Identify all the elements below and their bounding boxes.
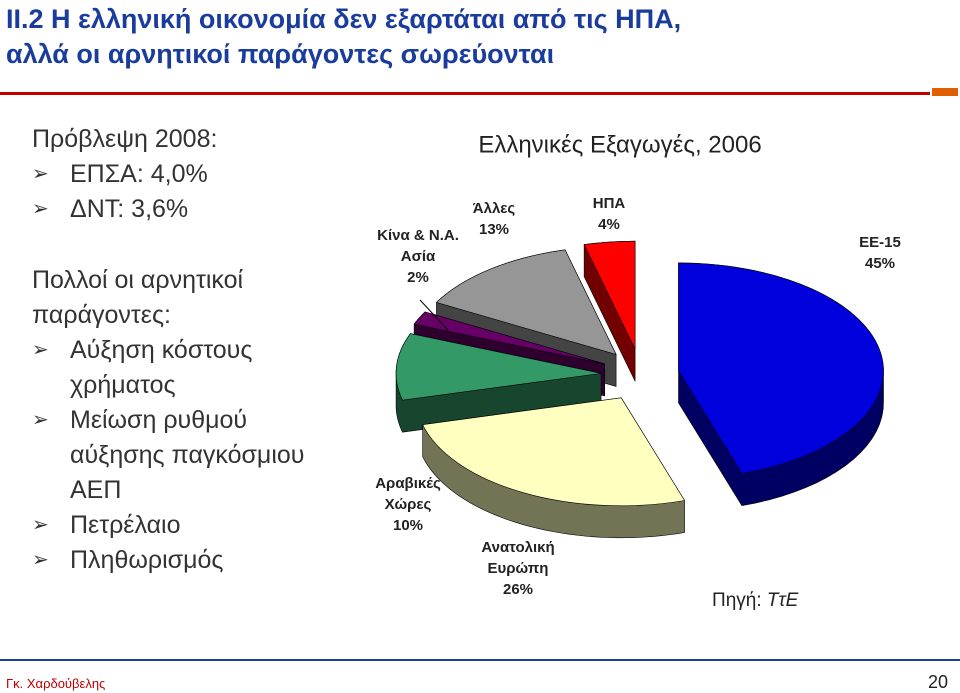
leader-line [419, 299, 449, 331]
pie-slice [435, 249, 617, 355]
slice-label: Αραβικές Χώρες 10% [375, 475, 441, 534]
source-name: ΤτΕ [766, 590, 799, 611]
rule-accent [932, 88, 958, 96]
page-number: 20 [928, 672, 949, 692]
slice-label: ΗΠΑ 4% [593, 195, 626, 233]
pie-slice [583, 240, 636, 350]
slide-title: II.2 Η ελληνική οικονομία δεν εξαρτάται … [6, 4, 682, 69]
slice-label: Ανατολική Ευρώπη 26% [481, 539, 554, 598]
pie-slice [678, 262, 884, 474]
bullet: Πετρέλαιο [32, 508, 181, 543]
footer-rule [0, 659, 960, 661]
pie-slice [422, 397, 686, 507]
pie-slice [413, 311, 605, 365]
title-rule [0, 92, 930, 95]
forecast-heading: Πρόβλεψη 2008: [32, 125, 218, 153]
chart-title: Ελληνικές Εξαγωγές, 2006 [478, 131, 761, 158]
bullet: Πληθωρισμός [32, 543, 224, 578]
source: Πηγή: ΤτΕ [712, 590, 798, 612]
bullet: ΔΝΤ: 3,6% [32, 192, 188, 227]
source-label: Πηγή: [712, 590, 762, 611]
footer-author: Γκ. Χαρδούβελης [6, 676, 106, 691]
slice-label: Άλλες 13% [473, 200, 516, 238]
bullet: ΕΠΣΑ: 4,0% [32, 157, 208, 192]
bullet: Αύξηση κόστους χρήματος [32, 333, 300, 403]
slice-label: ΕΕ-15 45% [859, 234, 901, 272]
bullet: Μείωση ρυθμού αύξησης παγκόσμιου ΑΕΠ [32, 403, 320, 508]
slice-label: Κίνα & Ν.Α. Ασία 2% [377, 227, 459, 286]
pie-slice [395, 333, 602, 401]
factors-heading: Πολλοί οι αρνητικοί παράγοντες: [32, 266, 244, 329]
